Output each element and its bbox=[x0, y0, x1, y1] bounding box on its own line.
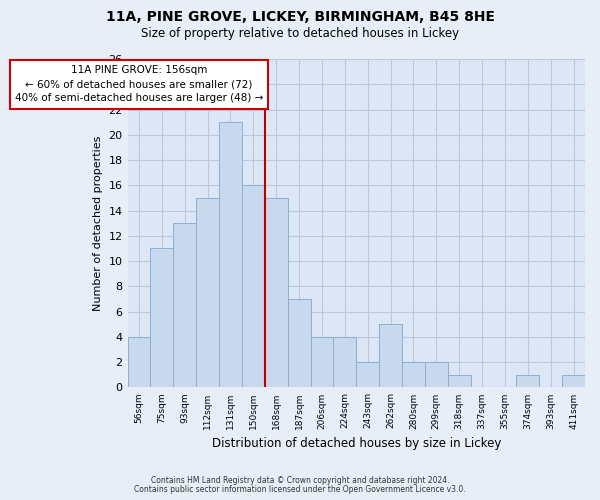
Bar bbox=[517, 375, 539, 388]
Bar bbox=[196, 198, 219, 388]
Bar bbox=[425, 362, 448, 388]
Y-axis label: Number of detached properties: Number of detached properties bbox=[93, 136, 103, 311]
Bar bbox=[128, 337, 151, 388]
Bar bbox=[379, 324, 402, 388]
Text: Contains HM Land Registry data © Crown copyright and database right 2024.: Contains HM Land Registry data © Crown c… bbox=[151, 476, 449, 485]
Bar bbox=[356, 362, 379, 388]
Bar bbox=[151, 248, 173, 388]
Bar bbox=[402, 362, 425, 388]
X-axis label: Distribution of detached houses by size in Lickey: Distribution of detached houses by size … bbox=[212, 437, 501, 450]
Bar bbox=[562, 375, 585, 388]
Bar bbox=[334, 337, 356, 388]
Bar bbox=[311, 337, 334, 388]
Bar bbox=[173, 223, 196, 388]
Text: Contains public sector information licensed under the Open Government Licence v3: Contains public sector information licen… bbox=[134, 484, 466, 494]
Text: 11A, PINE GROVE, LICKEY, BIRMINGHAM, B45 8HE: 11A, PINE GROVE, LICKEY, BIRMINGHAM, B45… bbox=[106, 10, 494, 24]
Bar bbox=[219, 122, 242, 388]
Bar bbox=[242, 186, 265, 388]
Bar bbox=[448, 375, 470, 388]
Text: Size of property relative to detached houses in Lickey: Size of property relative to detached ho… bbox=[141, 28, 459, 40]
Bar bbox=[287, 299, 311, 388]
Text: 11A PINE GROVE: 156sqm
← 60% of detached houses are smaller (72)
40% of semi-det: 11A PINE GROVE: 156sqm ← 60% of detached… bbox=[15, 66, 263, 104]
Bar bbox=[265, 198, 287, 388]
